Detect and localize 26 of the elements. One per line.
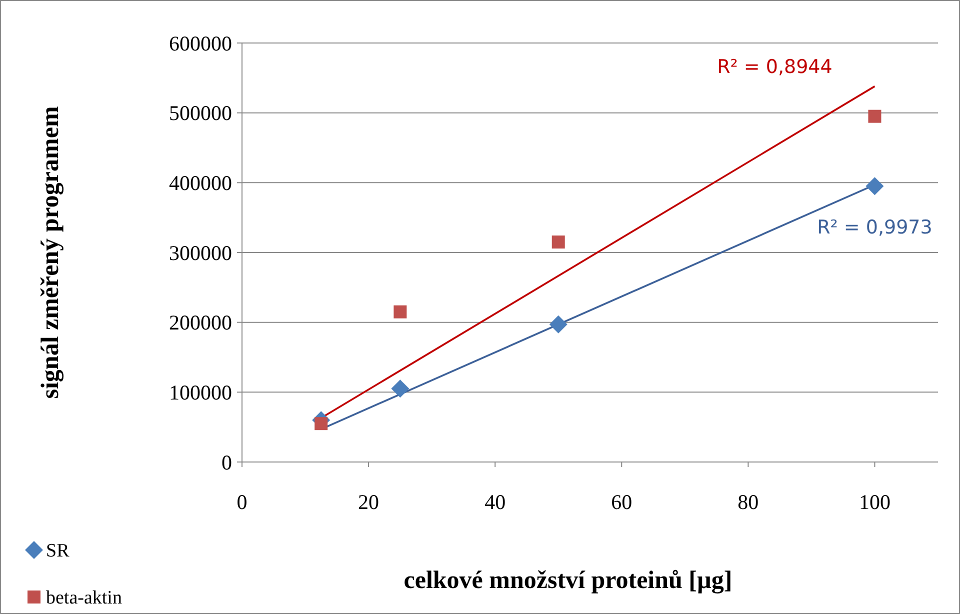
annotation: R² = 0,9973 <box>817 216 932 238</box>
point <box>391 380 410 398</box>
x-axis-title: celkové množství proteinů [µg] <box>404 567 732 594</box>
y-tick-label: 100000 <box>169 380 232 405</box>
point <box>549 315 568 334</box>
x-tick-label: 100 <box>858 490 890 514</box>
point <box>394 305 407 318</box>
legend-label: beta-aktin <box>46 588 122 609</box>
point <box>552 236 565 249</box>
x-tick-label: 0 <box>236 490 248 514</box>
point <box>866 177 884 196</box>
y-tick-label: 300000 <box>169 240 232 265</box>
y-tick-label: 400000 <box>169 171 232 196</box>
x-tick-label: 40 <box>484 490 506 514</box>
y-tick-label: 500000 <box>169 101 232 126</box>
y-axis-title: signál změřený programem <box>37 106 64 399</box>
legend-label: SR <box>46 540 70 562</box>
y-tick-label: 0 <box>222 450 232 474</box>
point <box>314 417 328 430</box>
x-tick-label: 60 <box>611 490 632 514</box>
x-tick-label: 20 <box>358 490 380 514</box>
point <box>868 110 882 123</box>
annotation: R² = 0,8944 <box>717 56 832 78</box>
y-tick-label: 200000 <box>169 310 232 335</box>
x-tick-label: 80 <box>738 490 759 514</box>
y-tick-label: 600000 <box>169 31 232 56</box>
